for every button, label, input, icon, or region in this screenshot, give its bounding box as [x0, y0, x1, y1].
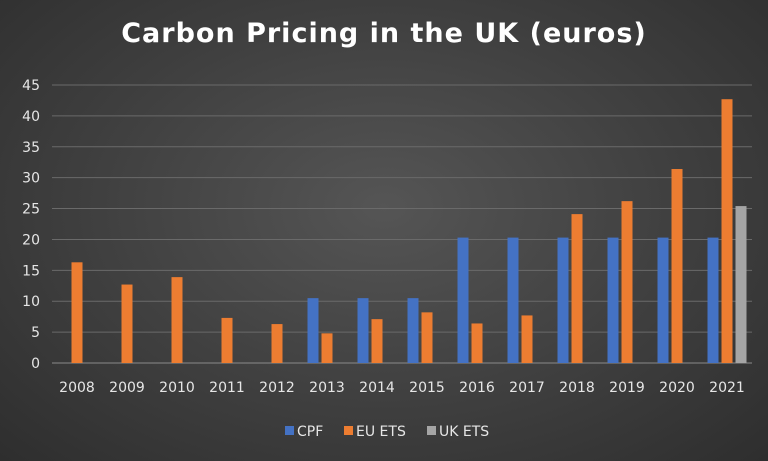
gridlines: [52, 84, 752, 364]
bar-eu-ets-2019: [621, 201, 633, 363]
bar-cpf-2021: [707, 237, 719, 363]
y-tick-label: 45: [22, 78, 40, 94]
bar-cpf-2018: [557, 237, 569, 363]
bar-cpf-2015: [407, 298, 419, 363]
x-tick-label: 2008: [59, 380, 95, 396]
y-tick-label: 30: [22, 171, 40, 187]
bar-eu-ets-2020: [671, 169, 683, 363]
x-tick-label: 2011: [209, 380, 245, 396]
legend-swatch: [427, 426, 436, 435]
x-axis-ticks: 2008 2009 2010 2011 2012 2013 2014 2015 2016 2017…: [59, 380, 745, 396]
legend-swatch: [285, 426, 294, 435]
y-tick-label: 15: [22, 263, 40, 279]
y-tick-label: 25: [22, 202, 40, 218]
x-tick-label: 2021: [709, 380, 745, 396]
bar-eu-ets-2017: [521, 315, 533, 363]
x-tick-label: 2016: [459, 380, 495, 396]
bar-eu-ets-2009: [121, 284, 133, 363]
bar-cpf-2017: [507, 237, 519, 363]
y-tick-label: 5: [31, 325, 40, 341]
x-tick-label: 2013: [309, 380, 345, 396]
x-tick-label: 2010: [159, 380, 195, 396]
bar-eu-ets-2011: [221, 317, 233, 363]
bar-eu-ets-2021: [721, 99, 733, 363]
x-tick-label: 2020: [659, 380, 695, 396]
bar-eu-ets-2014: [371, 319, 383, 363]
x-tick-label: 2019: [609, 380, 645, 396]
bar-cpf-2016: [457, 237, 469, 363]
x-tick-label: 2017: [509, 380, 545, 396]
bar-uk-ets-2021: [735, 206, 747, 363]
x-tick-label: 2012: [259, 380, 295, 396]
bars: [71, 99, 747, 363]
chart-title: Carbon Pricing in the UK (euros): [121, 18, 647, 49]
bar-eu-ets-2018: [571, 214, 583, 363]
bar-eu-ets-2016: [471, 323, 483, 363]
legend: CPF EU ETS UK ETS: [285, 424, 489, 440]
y-tick-label: 0: [31, 356, 40, 372]
bar-eu-ets-2010: [171, 277, 183, 363]
legend-label: EU ETS: [356, 424, 406, 440]
legend-label: CPF: [297, 424, 323, 440]
bar-eu-ets-2015: [421, 312, 433, 363]
bar-cpf-2013: [307, 298, 319, 363]
bar-eu-ets-2012: [271, 324, 283, 363]
y-axis-ticks: 0 5 10 15 20 25 30 35 40 45: [22, 78, 40, 372]
x-tick-label: 2014: [359, 380, 395, 396]
bar-cpf-2014: [357, 298, 369, 363]
y-tick-label: 40: [22, 109, 40, 125]
y-tick-label: 35: [22, 140, 40, 156]
x-tick-label: 2015: [409, 380, 445, 396]
legend-swatch: [344, 426, 353, 435]
bar-cpf-2019: [607, 237, 619, 363]
legend-label: UK ETS: [439, 424, 489, 440]
bar-cpf-2020: [657, 237, 669, 363]
y-tick-label: 20: [22, 232, 40, 248]
bar-eu-ets-2013: [321, 333, 333, 363]
bar-eu-ets-2008: [71, 262, 83, 363]
y-tick-label: 10: [22, 294, 40, 310]
x-tick-label: 2009: [109, 380, 145, 396]
x-tick-label: 2018: [559, 380, 595, 396]
